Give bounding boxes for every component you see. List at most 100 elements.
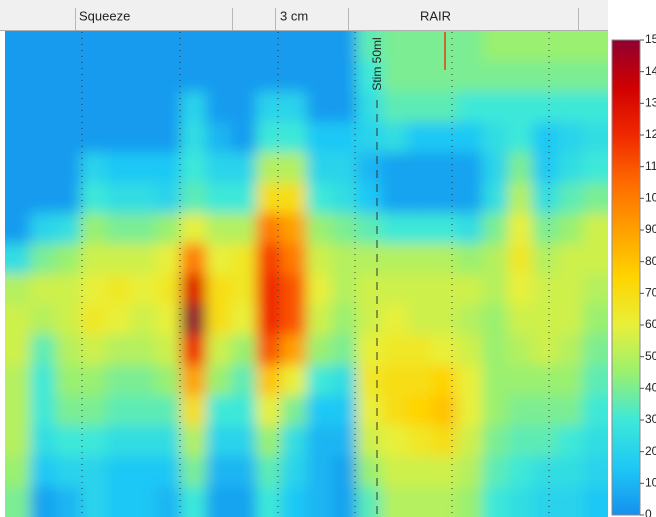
- heat-cell: [106, 122, 132, 153]
- heat-cell: [357, 92, 383, 123]
- heat-cell: [281, 304, 307, 335]
- heat-cell: [156, 365, 182, 396]
- heat-cell: [55, 426, 81, 457]
- heat-cell: [407, 183, 433, 214]
- heat-cell: [482, 396, 508, 427]
- heat-cell: [231, 122, 257, 153]
- heat-cell: [30, 153, 56, 184]
- heat-cell: [156, 487, 182, 517]
- heat-cell: [156, 426, 182, 457]
- heat-cell: [181, 487, 207, 517]
- heat-cell: [80, 153, 106, 184]
- heat-cell: [106, 426, 132, 457]
- heat-cell: [106, 487, 132, 517]
- colorbar-tick-label: 130: [645, 96, 656, 110]
- heatmap: [0, 11, 629, 517]
- heat-cell: [432, 304, 458, 335]
- heat-cell: [30, 304, 56, 335]
- heat-cell: [181, 183, 207, 214]
- heat-cell: [533, 487, 559, 517]
- heat-cell: [482, 153, 508, 184]
- heat-cell: [0, 426, 31, 457]
- heat-cell: [231, 487, 257, 517]
- heat-cell: [281, 244, 307, 275]
- heat-cell: [307, 456, 333, 487]
- heat-cell: [156, 335, 182, 366]
- heat-cell: [432, 365, 458, 396]
- heat-cell: [206, 153, 232, 184]
- heat-cell: [206, 61, 232, 92]
- heat-cell: [457, 61, 483, 92]
- heat-cell: [181, 61, 207, 92]
- heat-cell: [307, 122, 333, 153]
- heat-cell: [206, 274, 232, 305]
- heat-cell: [231, 426, 257, 457]
- heat-cell: [281, 487, 307, 517]
- heat-cell: [55, 153, 81, 184]
- heat-cell: [457, 456, 483, 487]
- heat-cell: [508, 396, 534, 427]
- heat-cell: [533, 365, 559, 396]
- heat-cell: [332, 213, 358, 244]
- heat-cell: [432, 213, 458, 244]
- heat-cell: [131, 244, 157, 275]
- heat-cell: [256, 183, 282, 214]
- heat-cell: [30, 92, 56, 123]
- heat-cell: [407, 365, 433, 396]
- heat-cell: [457, 274, 483, 305]
- heat-cell: [131, 456, 157, 487]
- heat-cell: [432, 274, 458, 305]
- heat-cell: [206, 487, 232, 517]
- heat-cell: [533, 274, 559, 305]
- colorbar: [612, 40, 640, 515]
- heat-cell: [30, 274, 56, 305]
- heat-cell: [181, 396, 207, 427]
- heat-cell: [231, 92, 257, 123]
- heat-cell: [332, 365, 358, 396]
- colorbar-tick-label: 90: [645, 222, 656, 236]
- heat-cell: [281, 122, 307, 153]
- heat-cell: [307, 244, 333, 275]
- colorbar-tick-label: 100: [645, 191, 656, 205]
- heat-cell: [482, 92, 508, 123]
- heat-cell: [156, 304, 182, 335]
- heat-cell: [407, 244, 433, 275]
- colorbar-tick-label: 150: [645, 32, 656, 46]
- heat-cell: [332, 183, 358, 214]
- colorbar-tick-label: 60: [645, 317, 656, 331]
- heat-cell: [558, 213, 584, 244]
- heat-cell: [508, 487, 534, 517]
- colorbar-tick-label: 80: [645, 254, 656, 268]
- manometry-view: 0102030405060708090100110120130140150Squ…: [0, 0, 656, 517]
- heat-cell: [181, 304, 207, 335]
- heat-cell: [382, 456, 408, 487]
- heat-cell: [482, 213, 508, 244]
- heat-cell: [206, 426, 232, 457]
- heat-cell: [307, 92, 333, 123]
- heat-cell: [231, 396, 257, 427]
- heat-cell: [106, 244, 132, 275]
- heat-cell: [357, 244, 383, 275]
- heat-cell: [281, 365, 307, 396]
- heat-cell: [307, 213, 333, 244]
- stim-label: Stim 50ml: [370, 37, 384, 90]
- heat-cell: [156, 213, 182, 244]
- heat-cell: [533, 153, 559, 184]
- heat-cell: [332, 487, 358, 517]
- heat-cell: [131, 213, 157, 244]
- heat-cell: [30, 122, 56, 153]
- colorbar-tick-label: 10: [645, 476, 656, 490]
- heat-cell: [533, 213, 559, 244]
- heat-cell: [407, 92, 433, 123]
- heat-cell: [407, 61, 433, 92]
- heat-cell: [457, 92, 483, 123]
- heat-cell: [482, 365, 508, 396]
- header-label: RAIR: [420, 8, 451, 23]
- colorbar-tick-label: 140: [645, 64, 656, 78]
- heat-cell: [357, 304, 383, 335]
- heat-cell: [508, 244, 534, 275]
- heat-cell: [457, 122, 483, 153]
- colorbar-tick-label: 50: [645, 349, 656, 363]
- heat-cell: [106, 61, 132, 92]
- heat-cell: [181, 426, 207, 457]
